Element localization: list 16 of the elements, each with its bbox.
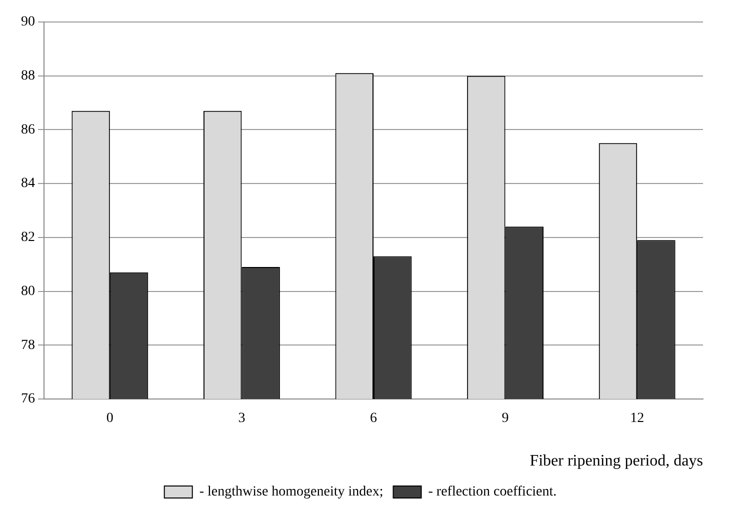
y-tick-label: 90 xyxy=(21,14,35,30)
y-tick-label: 78 xyxy=(21,338,35,353)
y-tick-label: 76 xyxy=(21,392,35,407)
legend-label: - lengthwise homogeneity index; xyxy=(199,484,384,500)
y-tick-label: 88 xyxy=(21,68,35,84)
x-tick-label: 12 xyxy=(630,411,644,426)
y-tick-label: 80 xyxy=(21,284,35,299)
legend-label: - reflection coefficient. xyxy=(428,484,557,500)
x-tick-label: 3 xyxy=(238,411,246,426)
x-tick-label: 0 xyxy=(106,411,114,426)
y-tick-label: 86 xyxy=(21,122,35,138)
x-tick-label: 6 xyxy=(370,411,377,426)
x-axis-title: Fiber ripening period, days xyxy=(530,452,703,470)
x-tick-label: 9 xyxy=(502,411,509,426)
y-tick-label: 84 xyxy=(21,176,35,192)
y-tick-label: 82 xyxy=(21,230,35,246)
